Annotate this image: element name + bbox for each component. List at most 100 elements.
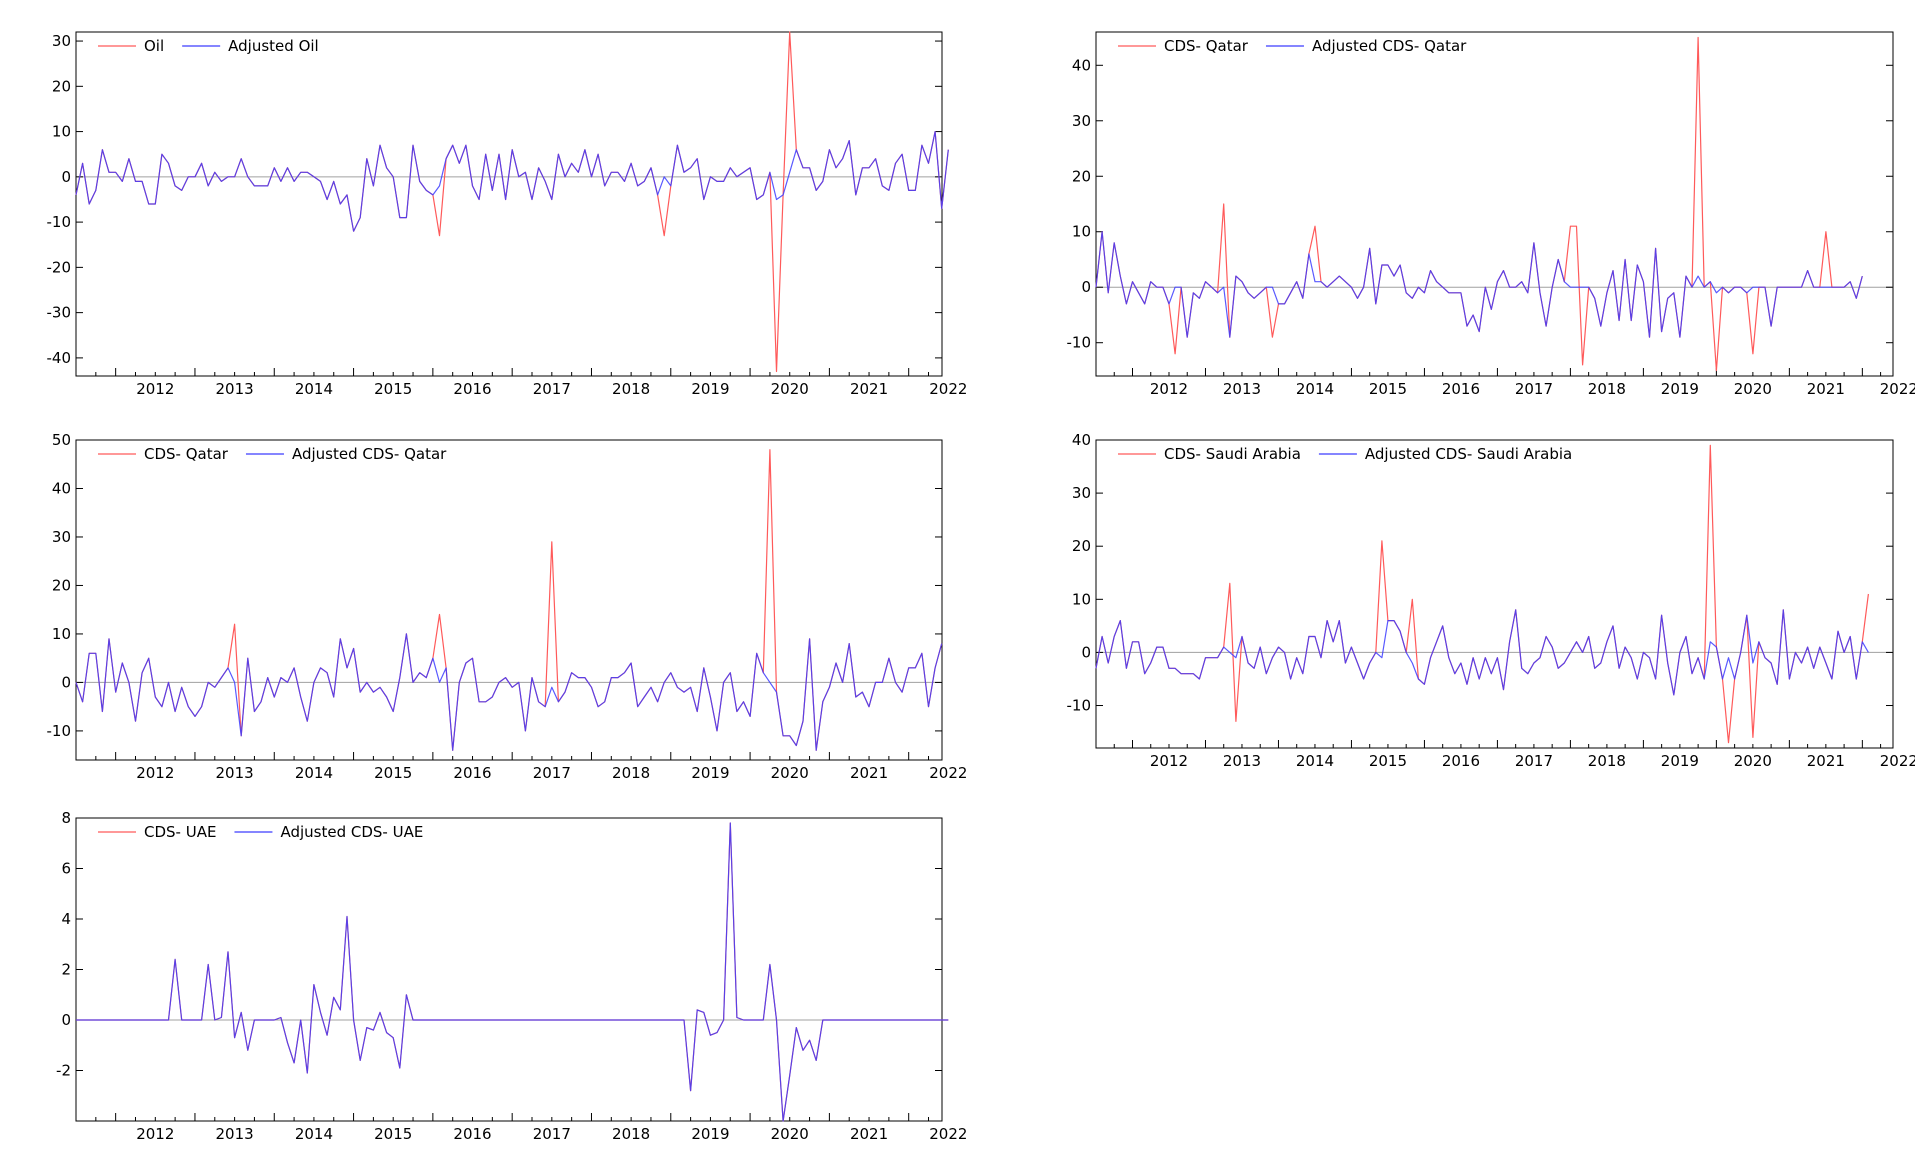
y-tick-label: 10 xyxy=(1072,590,1091,608)
x-tick-label: 2016 xyxy=(1442,380,1480,398)
x-tick-label: 2021 xyxy=(850,380,888,398)
y-tick-label: 6 xyxy=(61,860,71,878)
series-line-original xyxy=(1095,36,1863,372)
x-tick-label: 2021 xyxy=(850,1125,888,1143)
legend-label-original: CDS- UAE xyxy=(144,823,216,841)
x-tick-label: 2013 xyxy=(1223,380,1261,398)
y-tick-label: 10 xyxy=(52,123,71,141)
y-tick-label: -10 xyxy=(1067,334,1092,352)
y-tick-label: 0 xyxy=(61,168,71,186)
x-tick-label: 2018 xyxy=(612,380,650,398)
x-tick-label: 2016 xyxy=(453,1125,491,1143)
chart-panel-4: 2012 2013 2014 2015 2016 2017 2018 2019 2020 2021… xyxy=(1067,431,1915,770)
legend-label-adjusted: Adjusted CDS- Qatar xyxy=(292,445,447,463)
series-line-adjusted xyxy=(76,822,949,1122)
x-tick-label: 2014 xyxy=(1296,752,1334,770)
series-line-original xyxy=(1095,444,1869,744)
legend-label-adjusted: Adjusted CDS- UAE xyxy=(280,823,423,841)
y-tick-label: 8 xyxy=(61,809,71,827)
y-tick-label: 50 xyxy=(52,431,71,449)
chart-panel-5: 2012 2013 2014 2015 2016 2017 2018 2019 2020 2021… xyxy=(56,809,967,1143)
plot-frame xyxy=(1095,439,1894,749)
y-tick-label: -2 xyxy=(56,1062,71,1080)
x-tick-label: 2017 xyxy=(533,1125,571,1143)
legend-label-adjusted: Adjusted Oil xyxy=(228,37,319,55)
x-tick-label: 2015 xyxy=(374,1125,412,1143)
x-tick-label: 2021 xyxy=(1807,380,1845,398)
x-tick-label: 2013 xyxy=(216,764,254,782)
x-tick-label: 2015 xyxy=(1369,380,1407,398)
y-tick-label: -30 xyxy=(47,304,72,322)
x-tick-label: 2013 xyxy=(216,1125,254,1143)
y-tick-label: 4 xyxy=(61,910,71,928)
y-tick-label: 20 xyxy=(1072,537,1091,555)
x-tick-label: 2012 xyxy=(136,380,174,398)
x-tick-label: 2013 xyxy=(1223,752,1261,770)
x-tick-label: 2021 xyxy=(850,764,888,782)
x-tick-label: 2019 xyxy=(1661,752,1699,770)
x-tick-label: 2015 xyxy=(374,764,412,782)
series-line-adjusted xyxy=(75,131,949,232)
y-tick-label: -10 xyxy=(47,722,72,740)
y-tick-label: -10 xyxy=(1067,697,1092,715)
x-tick-label: 2018 xyxy=(1588,752,1626,770)
series-line-original xyxy=(75,31,949,373)
x-tick-label: 2020 xyxy=(1734,752,1772,770)
y-tick-label: 20 xyxy=(1072,167,1091,185)
chart-panel-2: 2012 2013 2014 2015 2016 2017 2018 2019 2020 2021… xyxy=(1067,31,1915,398)
y-tick-label: -20 xyxy=(47,258,72,276)
y-tick-label: 2 xyxy=(61,961,71,979)
y-tick-label: -10 xyxy=(47,213,72,231)
y-tick-label: 40 xyxy=(1072,56,1091,74)
x-tick-label: 2012 xyxy=(136,1125,174,1143)
x-tick-label: 2018 xyxy=(1588,380,1626,398)
series-line-adjusted xyxy=(75,633,943,751)
x-tick-label: 2020 xyxy=(771,1125,809,1143)
y-tick-label: 30 xyxy=(1072,112,1091,130)
x-tick-label: 2019 xyxy=(1661,380,1699,398)
x-tick-label: 2014 xyxy=(295,380,333,398)
x-tick-label: 2014 xyxy=(295,764,333,782)
x-tick-label: 2020 xyxy=(1734,380,1772,398)
y-tick-label: 0 xyxy=(1081,643,1091,661)
x-tick-label: 2022 xyxy=(929,380,967,398)
legend-label-original: CDS- Qatar xyxy=(144,445,229,463)
x-tick-label: 2019 xyxy=(691,1125,729,1143)
x-tick-label: 2015 xyxy=(1369,752,1407,770)
x-tick-label: 2017 xyxy=(1515,752,1553,770)
series-line-adjusted xyxy=(1095,231,1863,338)
legend-label-original: CDS- Saudi Arabia xyxy=(1164,445,1301,463)
x-tick-label: 2012 xyxy=(1150,380,1188,398)
y-tick-label: 30 xyxy=(1072,484,1091,502)
x-tick-label: 2018 xyxy=(612,1125,650,1143)
chart-panel-3: 2012 2013 2014 2015 2016 2017 2018 2019 2020 2021… xyxy=(47,431,968,782)
x-tick-label: 2022 xyxy=(1880,752,1915,770)
x-tick-label: 2020 xyxy=(771,380,809,398)
y-tick-label: 40 xyxy=(52,479,71,497)
y-tick-label: 30 xyxy=(52,528,71,546)
x-tick-label: 2013 xyxy=(216,380,254,398)
x-tick-label: 2021 xyxy=(1807,752,1845,770)
y-tick-label: 0 xyxy=(61,1011,71,1029)
series-line-adjusted xyxy=(1095,609,1869,696)
x-tick-label: 2017 xyxy=(533,380,571,398)
x-tick-label: 2016 xyxy=(453,764,491,782)
y-tick-label: 0 xyxy=(61,673,71,691)
y-tick-label: 30 xyxy=(52,32,71,50)
plot-frame xyxy=(75,439,943,761)
x-tick-label: 2017 xyxy=(1515,380,1553,398)
x-tick-label: 2022 xyxy=(1880,380,1915,398)
y-tick-label: 20 xyxy=(52,77,71,95)
x-tick-label: 2018 xyxy=(612,764,650,782)
x-tick-label: 2014 xyxy=(295,1125,333,1143)
x-tick-label: 2020 xyxy=(771,764,809,782)
x-tick-label: 2019 xyxy=(691,764,729,782)
y-tick-label: -40 xyxy=(47,349,72,367)
x-tick-label: 2016 xyxy=(1442,752,1480,770)
legend-label-original: CDS- Qatar xyxy=(1164,37,1249,55)
x-tick-label: 2017 xyxy=(533,764,571,782)
x-tick-label: 2014 xyxy=(1296,380,1334,398)
chart-panel-1: 2012 2013 2014 2015 2016 2017 2018 2019 2020 2021… xyxy=(47,31,967,398)
legend-label-adjusted: Adjusted CDS- Saudi Arabia xyxy=(1365,445,1572,463)
